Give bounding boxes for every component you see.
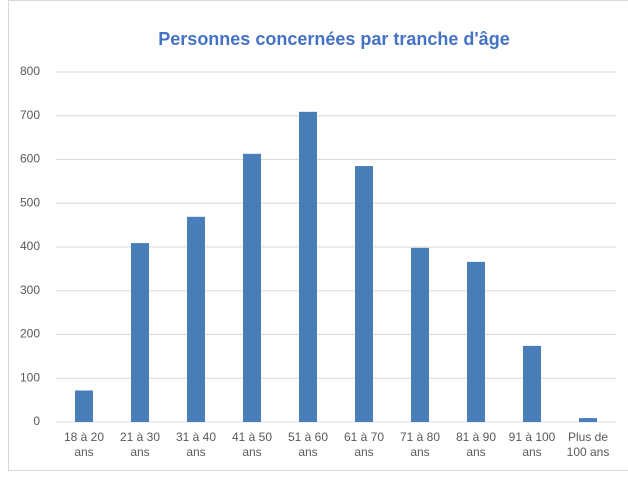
x-tick-label: 18 à 20 ans (63, 430, 105, 459)
y-tick-label: 400 (20, 239, 40, 253)
x-tick-label: 21 à 30 ans (119, 430, 161, 459)
bar (187, 216, 205, 422)
bar (131, 243, 149, 422)
bar (299, 111, 317, 422)
bar (579, 418, 597, 422)
x-tick-label: 91 à 100 ans (508, 430, 556, 459)
x-tick-label: 41 à 50 ans (231, 430, 273, 459)
bar (467, 261, 485, 422)
y-tick-label: 600 (20, 152, 40, 166)
x-tick-label: 51 à 60 ans (287, 430, 329, 459)
bar (411, 247, 429, 422)
y-tick-label: 300 (20, 283, 40, 297)
x-tick-label: 61 à 70 ans (343, 430, 385, 459)
chart-border (8, 0, 628, 471)
x-tick-label: 31 à 40 ans (175, 430, 217, 459)
y-tick-label: 200 (20, 327, 40, 341)
bar (523, 345, 541, 422)
y-tick-label: 800 (20, 64, 40, 78)
bar (75, 390, 93, 422)
y-tick-label: 500 (20, 195, 40, 209)
x-tick-label: 81 à 90 ans (455, 430, 497, 459)
x-tick-label: 71 à 80 ans (399, 430, 441, 459)
y-tick-label: 100 (20, 370, 40, 384)
x-tick-label: Plus de 100 ans (566, 430, 610, 459)
y-tick-label: 700 (20, 108, 40, 122)
y-tick-label: 0 (33, 414, 40, 428)
chart-title: Personnes concernées par tranche d'âge (158, 29, 509, 49)
bar (355, 166, 373, 422)
bar (243, 153, 261, 422)
